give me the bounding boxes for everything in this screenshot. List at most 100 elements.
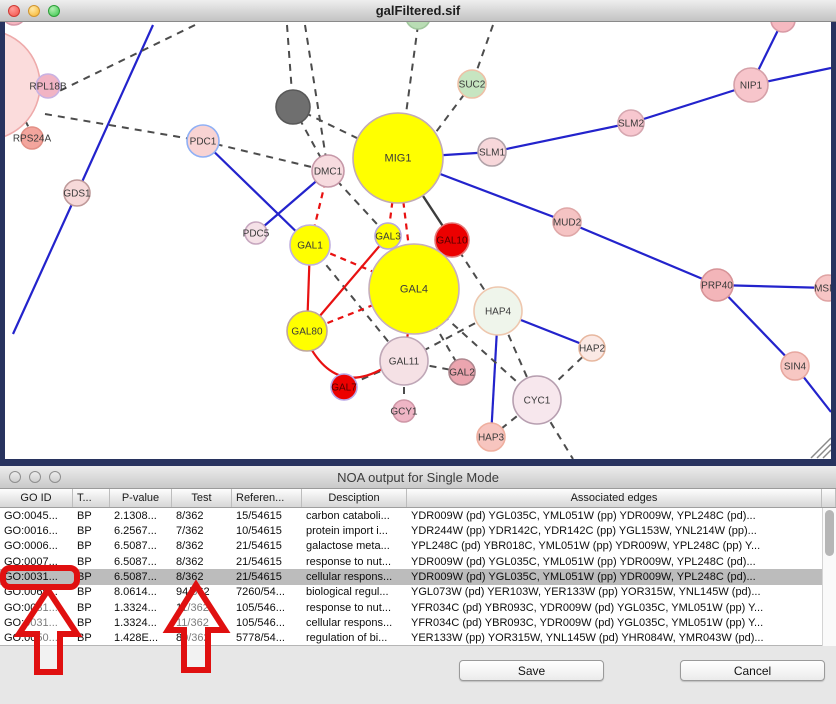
table-cell: response to nut...: [306, 555, 391, 568]
node-sin4[interactable]: SIN4: [780, 351, 810, 381]
table-cell: BP: [77, 540, 92, 553]
resize-grip-icon[interactable]: [810, 437, 831, 459]
table-cell: protein import i...: [306, 524, 388, 537]
node-hap4[interactable]: HAP4: [473, 286, 523, 336]
table-row[interactable]: GO:0031... BP 6.5087... 8/362 21/54615 cellul…: [0, 569, 822, 585]
table-cell: GO:0031...: [4, 601, 58, 614]
network-edge: [566, 220, 718, 287]
table-cell: response to nut...: [306, 601, 391, 614]
minimize-button[interactable]: [28, 5, 40, 17]
node-cyc1[interactable]: CYC1: [512, 375, 562, 425]
noa-titlebar: NOA output for Single Mode: [0, 466, 836, 489]
table-row[interactable]: GO:0045... BP 2.1308... 8/362 15/54615 carbon…: [0, 508, 822, 523]
network-edge: [306, 287, 415, 333]
node-hap2[interactable]: HAP2: [578, 334, 606, 362]
table-cell: GO:0006...: [4, 540, 58, 553]
node-unlabeled[interactable]: [5, 30, 41, 140]
node-unlabeled[interactable]: [770, 22, 796, 33]
column-header-desciption[interactable]: Desciption: [302, 489, 407, 507]
node-unlabeled[interactable]: [275, 89, 311, 125]
node-gal4[interactable]: GAL4: [368, 243, 460, 335]
table-row[interactable]: GO:0065... BP 8.0614... 94/362 7260/54... bio…: [0, 585, 822, 600]
table-cell: 10/54615: [236, 524, 282, 537]
minimize-button-inactive[interactable]: [29, 471, 41, 483]
table-cell: 94/362: [176, 586, 210, 599]
column-header-referen-[interactable]: Referen...: [232, 489, 302, 507]
node-dmc1[interactable]: DMC1: [311, 154, 345, 188]
table-cell: BP: [77, 632, 92, 645]
table-header[interactable]: GO ID T... P-value Test Referen... Desciption…: [0, 489, 836, 508]
table-row[interactable]: GO:0050... BP 1.428E... 80/362 5778/54... reg…: [0, 631, 822, 645]
node-gal1[interactable]: GAL1: [289, 224, 331, 266]
table-cell: BP: [77, 570, 92, 583]
table-row[interactable]: GO:0007... BP 6.5087... 8/362 21/54615 respon…: [0, 554, 822, 569]
network-edge: [630, 83, 752, 125]
node-gal3[interactable]: GAL3: [374, 222, 402, 250]
table-row[interactable]: GO:0031... BP 1.3324... 11/362 105/546... cel…: [0, 615, 822, 630]
table-cell: 6.5087...: [114, 570, 157, 583]
network-canvas[interactable]: RPL18B RPS24A GDS1 PDC1 DMC1 MIG1 SUC2 SLM1 SLM2…: [5, 22, 831, 459]
node-suc2[interactable]: SUC2: [457, 69, 487, 99]
table-cell: YDR009W (pd) YGL035C, YML051W (pp) YDR00…: [411, 555, 756, 568]
table-cell: regulation of bi...: [306, 632, 388, 645]
table-cell: 8/362: [176, 555, 204, 568]
node-gds1[interactable]: GDS1: [63, 179, 91, 207]
node-gal2[interactable]: GAL2: [448, 358, 476, 386]
column-header-t-[interactable]: T...: [73, 489, 110, 507]
network-edge: [403, 360, 463, 373]
network-edge: [716, 284, 796, 367]
network-edge: [716, 283, 829, 290]
network-edge: [202, 140, 311, 246]
vertical-scrollbar[interactable]: [822, 508, 836, 646]
node-pdc1[interactable]: PDC1: [186, 124, 220, 158]
table-cell: BP: [77, 524, 92, 537]
node-gal7[interactable]: GAL7: [330, 373, 358, 401]
network-edge: [309, 243, 415, 291]
table-row[interactable]: GO:0031... BP 1.3324... 11/362 105/546... res…: [0, 600, 822, 615]
table-cell: BP: [77, 555, 92, 568]
column-header-test[interactable]: Test: [172, 489, 232, 507]
table-row[interactable]: GO:0016... BP 6.2567... 7/362 10/54615 protei…: [0, 523, 822, 538]
table-cell: 1.3324...: [114, 616, 157, 629]
close-button[interactable]: [8, 5, 20, 17]
zoom-button[interactable]: [48, 5, 60, 17]
table-cell: 6.2567...: [114, 524, 157, 537]
table-cell: 8.0614...: [114, 586, 157, 599]
column-header-p-value[interactable]: P-value: [110, 489, 172, 507]
save-button[interactable]: Save: [459, 660, 604, 681]
table-cell: GO:0065...: [4, 586, 58, 599]
table-cell: 8/362: [176, 570, 204, 583]
table-cell: 8/362: [176, 540, 204, 553]
table-cell: carbon cataboli...: [306, 509, 390, 522]
node-unlabeled[interactable]: [406, 22, 430, 30]
node-slm2[interactable]: SLM2: [617, 109, 645, 137]
node-prp40[interactable]: PRP40: [700, 268, 734, 302]
table-row[interactable]: GO:0006... BP 6.5087... 8/362 21/54615 galact…: [0, 539, 822, 554]
table-cell: 1.3324...: [114, 601, 157, 614]
table-cell: 21/54615: [236, 555, 282, 568]
node-msn5[interactable]: MSN5: [814, 274, 831, 302]
node-gal11[interactable]: GAL11: [379, 336, 429, 386]
table-cell: 80/362: [176, 632, 210, 645]
node-gcy1[interactable]: GCY1: [390, 399, 418, 423]
zoom-button-inactive[interactable]: [49, 471, 61, 483]
node-unlabeled[interactable]: [5, 22, 26, 26]
node-rps24a[interactable]: RPS24A: [13, 126, 52, 150]
node-mig1[interactable]: MIG1: [352, 112, 444, 204]
node-mud2[interactable]: MUD2: [552, 207, 582, 237]
close-button-inactive[interactable]: [9, 471, 21, 483]
node-slm1[interactable]: SLM1: [477, 137, 507, 167]
table-cell: 105/546...: [236, 616, 285, 629]
node-gal80[interactable]: GAL80: [286, 310, 328, 352]
table-body: GO:0045... BP 2.1308... 8/362 15/54615 carbon…: [0, 508, 836, 646]
column-header-associated-edges[interactable]: Associated edges: [407, 489, 822, 507]
node-hap3[interactable]: HAP3: [476, 422, 506, 452]
table-cell: cellular respons...: [306, 616, 393, 629]
cancel-button[interactable]: Cancel: [680, 660, 825, 681]
scrollbar-thumb[interactable]: [825, 510, 834, 556]
table-cell: 6.5087...: [114, 540, 157, 553]
node-nip1[interactable]: NIP1: [733, 67, 769, 103]
column-header-filler: [822, 489, 836, 507]
column-header-go-id[interactable]: GO ID: [0, 489, 73, 507]
